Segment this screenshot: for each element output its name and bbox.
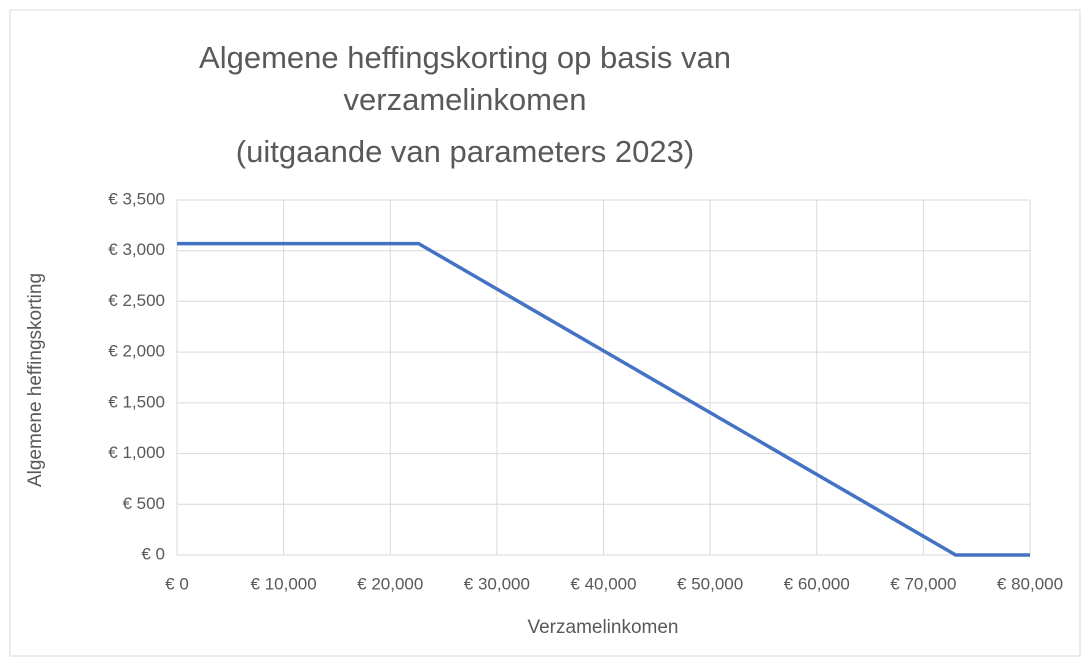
y-tick-label: € 3,000 [108, 240, 165, 259]
x-tick-label: € 70,000 [890, 574, 956, 593]
x-axis-title: Verzamelinkomen [527, 617, 678, 638]
chart-title: (uitgaande van parameters 2023) [236, 134, 694, 169]
y-axis-title: Algemene heffingskorting [25, 273, 46, 487]
x-tick-label: € 20,000 [357, 574, 423, 593]
y-tick-label: € 2,000 [108, 342, 165, 361]
x-tick-label: € 50,000 [677, 574, 743, 593]
y-tick-label: € 3,500 [108, 189, 165, 208]
y-tick-label: € 2,500 [108, 291, 165, 310]
x-tick-label: € 60,000 [784, 574, 850, 593]
x-tick-label: € 10,000 [251, 574, 317, 593]
x-tick-label: € 40,000 [570, 574, 636, 593]
x-tick-label: € 0 [165, 574, 189, 593]
x-tick-label: € 80,000 [997, 574, 1063, 593]
chart-title: verzamelinkomen [344, 82, 587, 117]
y-tick-label: € 1,500 [108, 392, 165, 411]
data-line [177, 241, 1030, 557]
chart-border [9, 9, 1081, 657]
x-tick-label: € 30,000 [464, 574, 530, 593]
y-tick-label: € 0 [141, 544, 165, 563]
y-tick-label: € 1,000 [108, 443, 165, 462]
chart-title: Algemene heffingskorting op basis van [199, 40, 731, 75]
y-tick-label: € 500 [122, 494, 165, 513]
